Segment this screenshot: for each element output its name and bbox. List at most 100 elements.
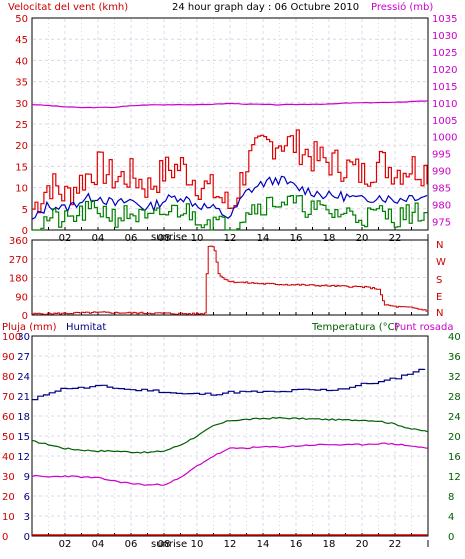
y-tick-temperature: 4 xyxy=(448,512,454,523)
y-tick-humidity: 0 xyxy=(2,532,8,543)
y-tick-direction: 270 xyxy=(9,255,28,266)
dir-label-e: E xyxy=(436,292,442,303)
y-tick-pressure: 1005 xyxy=(432,116,457,127)
y-tick-rain: 30 xyxy=(17,332,30,343)
y-tick-rain: 27 xyxy=(17,352,30,363)
temperature-title: Temperatura (°C) xyxy=(311,322,399,333)
x-tick-label: 14 xyxy=(257,233,270,244)
x-tick-label: 20 xyxy=(356,233,369,244)
y-tick-wind: 45 xyxy=(15,35,28,46)
sunrise-label-bottom: sunrise xyxy=(151,539,187,550)
graph-title: 24 hour graph day : 06 Octubre 2010 xyxy=(172,2,359,13)
humidity-title: Humitat xyxy=(66,322,106,333)
y-tick-wind: 25 xyxy=(15,120,28,131)
y-tick-wind: 30 xyxy=(15,99,28,110)
x-tick-label: 16 xyxy=(290,233,303,244)
y-tick-humidity: 40 xyxy=(2,452,15,463)
y-tick-rain: 0 xyxy=(24,532,30,543)
y-tick-pressure: 990 xyxy=(432,167,451,178)
x-tick-label: 22 xyxy=(389,233,402,244)
dir-label-s: S xyxy=(436,275,442,286)
y-tick-pressure: 1025 xyxy=(432,48,457,59)
y-tick-pressure: 1010 xyxy=(432,99,457,110)
y-tick-humidity: 30 xyxy=(2,472,15,483)
x-tick-label: 02 xyxy=(59,539,72,550)
dir-label-n-top: N xyxy=(436,240,443,251)
y-tick-rain: 6 xyxy=(24,492,30,503)
y-tick-pressure: 975 xyxy=(432,218,451,229)
sunrise-label-top: sunrise xyxy=(151,232,187,243)
y-tick-rain: 21 xyxy=(17,392,30,403)
y-tick-direction: 0 xyxy=(22,311,28,322)
dir-label-w: W xyxy=(436,257,446,268)
y-tick-humidity: 60 xyxy=(2,412,15,423)
y-tick-pressure: 1020 xyxy=(432,65,457,76)
x-tick-label: 18 xyxy=(323,539,336,550)
x-tick-label: 02 xyxy=(59,233,72,244)
y-tick-humidity: 80 xyxy=(2,372,15,383)
wind-average-line xyxy=(31,175,428,220)
x-tick-label: 16 xyxy=(290,539,303,550)
y-tick-temperature: 20 xyxy=(448,432,461,443)
y-tick-rain: 3 xyxy=(24,512,30,523)
y-tick-wind: 35 xyxy=(15,78,28,89)
y-tick-wind: 0 xyxy=(22,226,28,237)
y-tick-temperature: 40 xyxy=(448,332,461,343)
y-tick-pressure: 985 xyxy=(432,184,451,195)
y-tick-rain: 9 xyxy=(24,472,30,483)
x-tick-label: 08 xyxy=(158,539,171,550)
y-tick-pressure: 1000 xyxy=(432,133,457,144)
x-end-tick: I xyxy=(427,539,430,550)
y-tick-rain: 15 xyxy=(17,432,30,443)
y-tick-wind: 40 xyxy=(15,56,28,67)
x-tick-label: 14 xyxy=(257,539,270,550)
y-tick-temperature: 8 xyxy=(448,492,454,503)
y-tick-pressure: 1035 xyxy=(432,14,457,25)
x-tick-label: 22 xyxy=(389,539,402,550)
humidity-line xyxy=(32,368,426,401)
y-tick-humidity: 70 xyxy=(2,392,15,403)
y-tick-temperature: 36 xyxy=(448,352,461,363)
x-tick-label: 20 xyxy=(356,539,369,550)
y-tick-wind: 15 xyxy=(15,162,28,173)
y-tick-wind: 10 xyxy=(15,184,28,195)
y-tick-rain: 24 xyxy=(17,372,30,383)
x-end-tick: I xyxy=(427,233,430,244)
temperature-line xyxy=(31,416,429,454)
x-tick-label: 06 xyxy=(125,539,138,550)
x-tick-label: 04 xyxy=(92,233,105,244)
dew-point-line xyxy=(31,442,429,486)
wind-direction-line xyxy=(32,245,429,315)
dir-label-n-bottom: N xyxy=(436,308,443,319)
y-tick-temperature: 32 xyxy=(448,372,461,383)
y-tick-temperature: 16 xyxy=(448,452,461,463)
y-tick-humidity: 20 xyxy=(2,492,15,503)
x-tick-label: 12 xyxy=(224,539,237,550)
y-tick-wind: 20 xyxy=(15,141,28,152)
y-tick-direction: 360 xyxy=(9,236,28,247)
x-tick-label: 04 xyxy=(92,539,105,550)
pressure-title: Pressió (mb) xyxy=(371,1,433,13)
x-tick-label: 18 xyxy=(323,233,336,244)
wind-low-line xyxy=(32,195,428,231)
y-tick-pressure: 980 xyxy=(432,201,451,212)
pressure-line xyxy=(31,100,429,109)
x-tick-label: 08 xyxy=(158,233,171,244)
y-tick-wind: 50 xyxy=(15,14,28,25)
y-tick-direction: 180 xyxy=(9,274,28,285)
y-tick-pressure: 995 xyxy=(432,150,451,161)
y-tick-rain: 12 xyxy=(17,452,30,463)
x-tick-label: 06 xyxy=(125,233,138,244)
y-tick-pressure: 1015 xyxy=(432,82,457,93)
wind-gust-line xyxy=(32,129,428,214)
y-tick-humidity: 90 xyxy=(2,352,15,363)
rain-title: Pluja (mm) xyxy=(2,322,57,333)
y-tick-temperature: 28 xyxy=(448,392,461,403)
x-tick-label: 10 xyxy=(191,539,204,550)
y-tick-wind: 5 xyxy=(22,205,28,216)
x-tick-label: 12 xyxy=(224,233,237,244)
y-tick-temperature: 24 xyxy=(448,412,461,423)
y-tick-pressure: 1030 xyxy=(432,31,457,42)
x-tick-label: 10 xyxy=(191,233,204,244)
